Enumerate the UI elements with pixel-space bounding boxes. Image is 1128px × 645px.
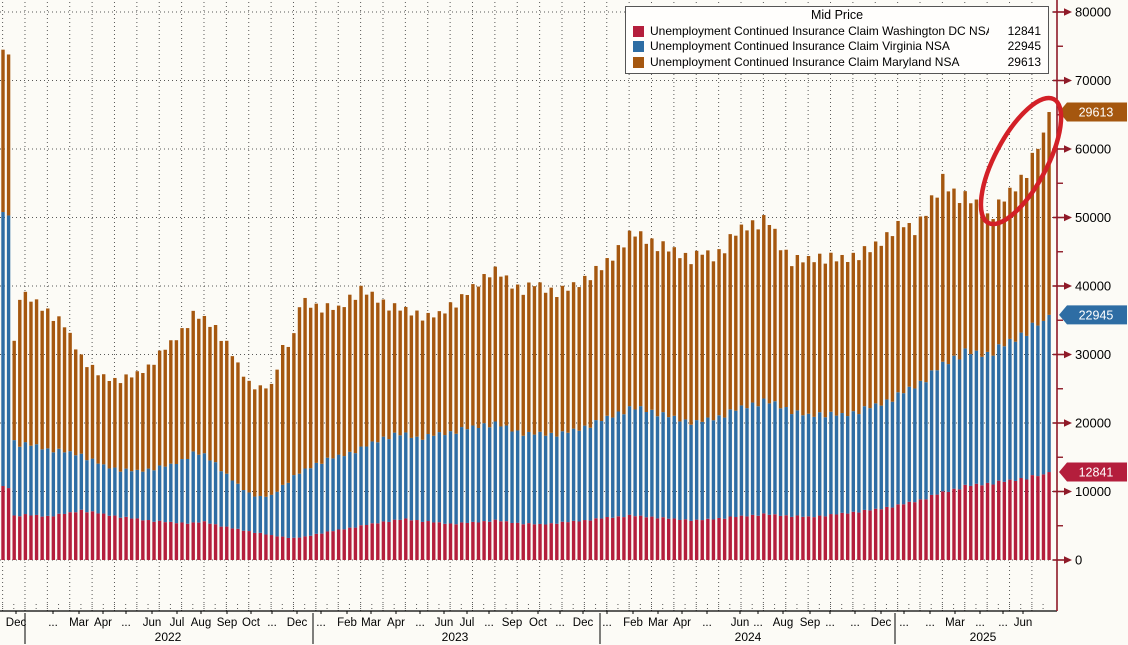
svg-text:40000: 40000	[1075, 279, 1111, 294]
svg-text:...: ...	[899, 617, 909, 629]
svg-text:Dec: Dec	[871, 617, 892, 629]
svg-text:Mar: Mar	[945, 617, 965, 629]
svg-text:2024: 2024	[735, 630, 762, 644]
legend-rows: Unemployment Continued Insurance Claim W…	[633, 24, 1041, 71]
x-year-labels: 2022 2023 2024 2025	[155, 630, 997, 644]
svg-text:Jul: Jul	[460, 617, 475, 629]
legend-box: Mid Price Unemployment Continued Insuran…	[625, 6, 1049, 74]
svg-text:...: ...	[48, 617, 58, 629]
svg-text:...: ...	[316, 617, 326, 629]
svg-text:Aug: Aug	[773, 617, 793, 629]
svg-text:Aug: Aug	[191, 617, 211, 629]
svg-text:2022: 2022	[155, 630, 182, 644]
value-badge: 12841	[1059, 462, 1127, 482]
x-axis	[0, 610, 1057, 644]
svg-text:...: ...	[925, 617, 935, 629]
svg-text:Dec: Dec	[6, 617, 27, 629]
svg-text:Sep: Sep	[217, 617, 237, 629]
legend-swatch-icon	[633, 25, 644, 37]
svg-text:50000: 50000	[1075, 210, 1111, 225]
svg-text:...: ...	[267, 617, 277, 629]
svg-text:...: ...	[998, 617, 1008, 629]
svg-text:...: ...	[121, 617, 131, 629]
legend-swatch-icon	[633, 41, 644, 53]
svg-text:Mar: Mar	[69, 617, 89, 629]
legend-series-value: 22945	[1007, 39, 1041, 53]
svg-text:Mar: Mar	[361, 617, 381, 629]
svg-text:22945: 22945	[1079, 308, 1114, 322]
svg-text:Mar: Mar	[648, 617, 668, 629]
svg-text:2025: 2025	[970, 630, 997, 644]
svg-text:Apr: Apr	[673, 617, 691, 629]
svg-text:...: ...	[484, 617, 494, 629]
svg-text:...: ...	[702, 617, 712, 629]
svg-text:...: ...	[753, 617, 763, 629]
value-badges: 12841 22945 29613	[1059, 102, 1127, 482]
svg-text:Dec: Dec	[287, 617, 308, 629]
svg-text:...: ...	[850, 617, 860, 629]
value-badge: 29613	[1059, 102, 1127, 122]
svg-text:10000: 10000	[1075, 484, 1111, 499]
legend-swatch-icon	[633, 56, 644, 68]
svg-text:2023: 2023	[442, 630, 469, 644]
value-badge: 22945	[1059, 305, 1127, 325]
svg-text:60000: 60000	[1075, 142, 1111, 157]
legend-row: Unemployment Continued Insurance Claim M…	[633, 55, 1041, 71]
legend-series-value: 12841	[1007, 23, 1041, 38]
svg-text:Sep: Sep	[502, 617, 522, 629]
svg-text:12841: 12841	[1079, 466, 1114, 480]
legend-series-name: Unemployment Continued Insurance Claim M…	[650, 54, 960, 69]
legend-title: Mid Price	[810, 8, 864, 22]
svg-text:Jun: Jun	[435, 617, 454, 629]
y-axis: 0 10000 20000 30000 40000 50000 60000 70000 8000…	[1053, 0, 1111, 611]
svg-text:20000: 20000	[1075, 416, 1111, 431]
bars	[1, 49, 1051, 561]
svg-text:Dec: Dec	[573, 617, 594, 629]
svg-text:29613: 29613	[1079, 106, 1114, 120]
svg-text:Jun: Jun	[731, 617, 750, 629]
svg-text:Sep: Sep	[800, 617, 820, 629]
legend-series-name: Unemployment Continued Insurance Claim V…	[650, 39, 950, 53]
svg-text:Feb: Feb	[623, 617, 643, 629]
svg-text:...: ...	[602, 617, 612, 629]
svg-text:Apr: Apr	[387, 617, 405, 629]
x-month-labels: Dec... Mar Apr... Jun Jul Aug Sep Oct... Dec... F…	[6, 617, 1033, 629]
svg-text:...: ...	[555, 617, 565, 629]
svg-text:30000: 30000	[1075, 347, 1111, 362]
svg-text:Oct: Oct	[242, 617, 261, 629]
svg-text:Jul: Jul	[170, 617, 185, 629]
svg-text:80000: 80000	[1075, 5, 1111, 20]
legend-series-name: Unemployment Continued Insurance Claim W…	[650, 23, 989, 38]
legend-row: Unemployment Continued Insurance Claim V…	[633, 39, 1041, 55]
svg-text:Oct: Oct	[529, 617, 548, 629]
legend-row: Unemployment Continued Insurance Claim W…	[633, 24, 1041, 40]
annotation-layer	[978, 95, 1064, 227]
highlight-ellipse-annotation	[978, 95, 1064, 227]
svg-text:...: ...	[825, 617, 835, 629]
svg-text:Feb: Feb	[337, 617, 357, 629]
legend-series-value: 29613	[1007, 54, 1041, 69]
svg-text:70000: 70000	[1075, 73, 1111, 88]
svg-text:Apr: Apr	[94, 617, 112, 629]
svg-text:...: ...	[975, 617, 985, 629]
svg-text:Jun: Jun	[143, 617, 162, 629]
svg-text:...: ...	[415, 617, 425, 629]
svg-text:Jun: Jun	[1014, 617, 1033, 629]
svg-text:0: 0	[1075, 553, 1082, 568]
